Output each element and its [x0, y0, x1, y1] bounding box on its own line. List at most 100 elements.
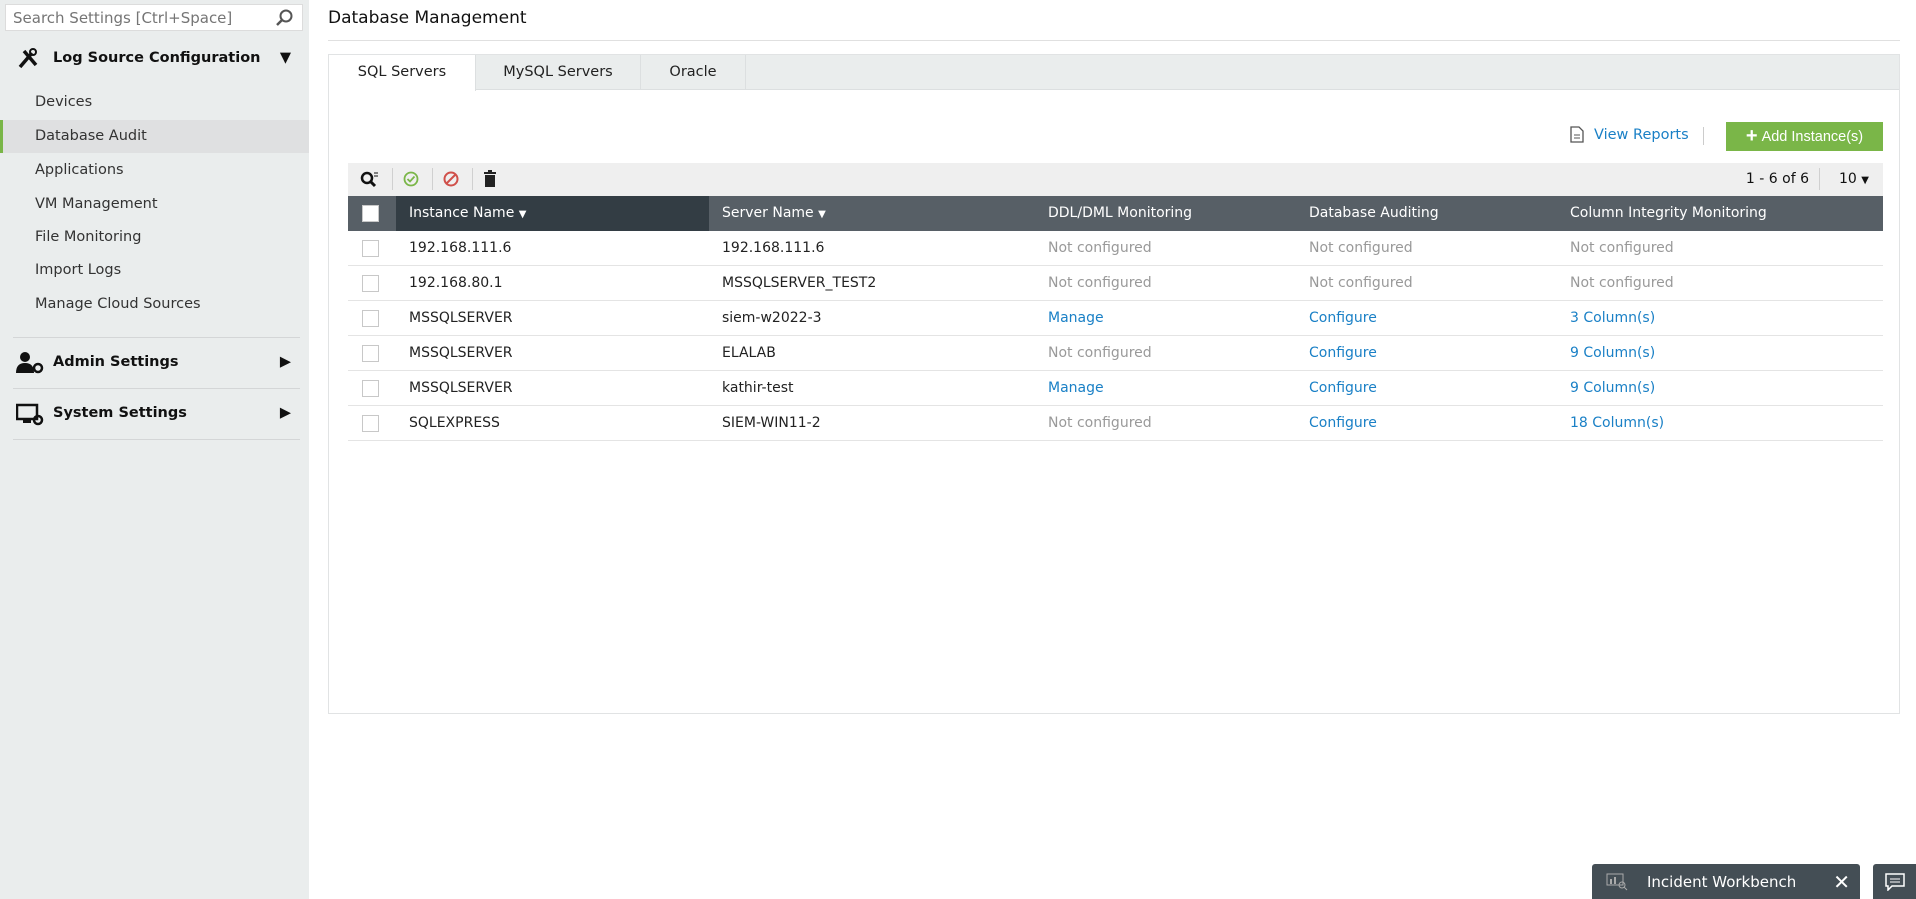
cell-server-name: SIEM-WIN11-2	[722, 415, 821, 431]
tab-mysql-servers[interactable]: MySQL Servers	[476, 55, 641, 90]
table-row: MSSQLSERVER kathir-test Manage Configure 9 C…	[348, 371, 1883, 406]
cell-database-auditing[interactable]: Configure	[1309, 415, 1377, 431]
view-reports-link[interactable]: View Reports	[1570, 126, 1689, 143]
cell-database-auditing[interactable]: Configure	[1309, 345, 1377, 361]
cell-server-name: kathir-test	[722, 380, 794, 396]
search-filter-icon[interactable]	[359, 170, 379, 190]
sidebar: Log Source Configuration ▼ Devices Datab…	[0, 0, 309, 899]
divider	[13, 439, 300, 440]
incident-workbench-icon	[1606, 873, 1628, 890]
table-toolbar: 1 - 6 of 6 10 ▼	[348, 163, 1883, 196]
close-icon[interactable]: ✕	[1833, 869, 1850, 894]
table-row: MSSQLSERVER ELALAB Not configured Configure…	[348, 336, 1883, 371]
column-header-server-name[interactable]: Server Name ▼	[722, 196, 826, 231]
divider	[13, 337, 300, 338]
section-label: Admin Settings	[53, 354, 179, 370]
cell-ddl-dml-monitoring[interactable]: Manage	[1048, 380, 1104, 396]
column-header-column-integrity-monitoring[interactable]: Column Integrity Monitoring	[1570, 205, 1767, 221]
sort-icon: ▼	[518, 209, 527, 220]
page-title: Database Management	[328, 8, 527, 28]
divider	[328, 40, 1900, 41]
column-header-database-auditing[interactable]: Database Auditing	[1309, 205, 1439, 221]
cell-column-integrity-monitoring[interactable]: 3 Column(s)	[1570, 310, 1656, 326]
system-settings-icon	[16, 403, 44, 426]
cell-ddl-dml-monitoring: Not configured	[1048, 240, 1152, 256]
cell-column-integrity-monitoring: Not configured	[1570, 275, 1674, 291]
row-checkbox[interactable]	[362, 415, 379, 432]
chat-icon	[1884, 872, 1905, 891]
row-checkbox[interactable]	[362, 380, 379, 397]
table-row: MSSQLSERVER siem-w2022-3 Manage Configure 3 …	[348, 301, 1883, 336]
cell-ddl-dml-monitoring: Not configured	[1048, 345, 1152, 361]
table-row: 192.168.80.1 MSSQLSERVER_TEST2 Not configu…	[348, 266, 1883, 301]
divider	[432, 168, 433, 190]
cell-server-name: ELALAB	[722, 345, 776, 361]
select-all-checkbox[interactable]	[362, 205, 379, 222]
per-page-dropdown[interactable]: 10 ▼	[1839, 171, 1869, 187]
caret-down-icon: ▼	[279, 50, 291, 66]
trash-icon[interactable]	[482, 170, 498, 188]
cell-instance-name: 192.168.111.6	[409, 240, 512, 256]
cell-column-integrity-monitoring: Not configured	[1570, 240, 1674, 256]
admin-settings-icon	[16, 352, 44, 374]
tab-bar: SQL Servers MySQL Servers Oracle	[329, 55, 1899, 91]
cell-instance-name: MSSQLSERVER	[409, 310, 513, 326]
section-label: Log Source Configuration	[53, 50, 261, 66]
cell-ddl-dml-monitoring[interactable]: Manage	[1048, 310, 1104, 326]
caret-down-icon: ▼	[1861, 175, 1869, 186]
section-system-settings[interactable]: System Settings ▶	[0, 393, 309, 433]
caret-right-icon: ▶	[279, 405, 291, 421]
section-label: System Settings	[53, 405, 187, 421]
cell-column-integrity-monitoring[interactable]: 9 Column(s)	[1570, 345, 1656, 361]
search-settings	[5, 4, 303, 31]
column-header-ddl-dml-monitoring[interactable]: DDL/DML Monitoring	[1048, 205, 1193, 221]
add-instance-button[interactable]: + Add Instance(s)	[1726, 122, 1883, 151]
sidebar-item-database-audit[interactable]: Database Audit	[0, 120, 309, 153]
sidebar-item-import-logs[interactable]: Import Logs	[35, 262, 122, 278]
cell-ddl-dml-monitoring: Not configured	[1048, 275, 1152, 291]
row-checkbox[interactable]	[362, 275, 379, 292]
sidebar-item-devices[interactable]: Devices	[35, 94, 93, 110]
enable-icon[interactable]	[402, 170, 420, 188]
tools-icon	[18, 48, 38, 69]
cell-column-integrity-monitoring[interactable]: 9 Column(s)	[1570, 380, 1656, 396]
divider	[472, 168, 473, 190]
row-checkbox[interactable]	[362, 345, 379, 362]
divider	[13, 388, 300, 389]
disable-icon[interactable]	[442, 170, 460, 188]
divider	[1819, 168, 1820, 190]
add-instance-label: Add Instance(s)	[1761, 128, 1864, 145]
tab-oracle[interactable]: Oracle	[641, 55, 746, 90]
sidebar-item-vm-management[interactable]: VM Management	[35, 196, 158, 212]
column-header-instance-name[interactable]: Instance Name ▼	[396, 196, 709, 231]
cell-column-integrity-monitoring[interactable]: 18 Column(s)	[1570, 415, 1665, 431]
divider	[1703, 127, 1704, 145]
incident-workbench-bar[interactable]: Incident Workbench ✕	[1592, 864, 1860, 899]
sidebar-item-file-monitoring[interactable]: File Monitoring	[35, 229, 142, 245]
cell-database-auditing: Not configured	[1309, 275, 1413, 291]
sort-icon: ▼	[818, 209, 826, 220]
section-log-source-configuration[interactable]: Log Source Configuration ▼	[0, 38, 309, 78]
cell-database-auditing[interactable]: Configure	[1309, 380, 1377, 396]
row-checkbox[interactable]	[362, 310, 379, 327]
chat-button[interactable]	[1873, 864, 1916, 899]
divider	[392, 168, 393, 190]
section-admin-settings[interactable]: Admin Settings ▶	[0, 342, 309, 382]
table-row: 192.168.111.6 192.168.111.6 Not configured…	[348, 231, 1883, 266]
tab-sql-servers[interactable]: SQL Servers	[329, 55, 476, 91]
cell-instance-name: MSSQLSERVER	[409, 345, 513, 361]
column-label: Server Name	[722, 205, 814, 221]
caret-right-icon: ▶	[279, 354, 291, 370]
column-label: Instance Name	[409, 205, 515, 221]
search-settings-input[interactable]	[13, 8, 263, 27]
cell-instance-name: MSSQLSERVER	[409, 380, 513, 396]
document-icon	[1570, 126, 1584, 143]
search-icon[interactable]	[274, 8, 294, 28]
row-checkbox[interactable]	[362, 240, 379, 257]
sidebar-item-manage-cloud-sources[interactable]: Manage Cloud Sources	[35, 296, 201, 312]
cell-database-auditing[interactable]: Configure	[1309, 310, 1377, 326]
sidebar-item-applications[interactable]: Applications	[35, 162, 124, 178]
cell-database-auditing: Not configured	[1309, 240, 1413, 256]
plus-icon: +	[1745, 125, 1758, 147]
main-panel: SQL Servers MySQL Servers Oracle View Re…	[328, 54, 1900, 714]
